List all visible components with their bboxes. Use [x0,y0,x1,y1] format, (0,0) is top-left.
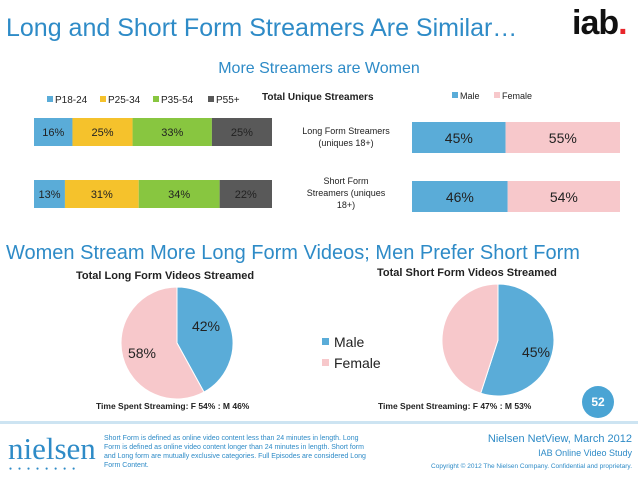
age-bar-label: 25% [91,127,113,139]
iab-logo-dot: . [618,4,628,42]
age-legend-label: P35-54 [161,95,194,106]
age-legend-swatch [100,96,106,102]
gender-category-label: 18+) [337,200,355,210]
pie-legend: Male Female [322,334,381,371]
age-bar-label: 31% [91,189,113,201]
long-form-pie-chart: Total Long Form Videos Streamed 42% 58% Tim… [76,270,254,411]
pie-legend-swatch [322,359,329,366]
nielsen-logo: nielsen [8,431,96,466]
age-bar-segment [34,180,65,208]
pie-title: Total Long Form Videos Streamed [76,270,254,282]
pie-slice [176,286,234,393]
age-bar-segment [219,180,272,208]
gender-bar-label: 55% [549,130,577,146]
page-title: Long and Short Form Streamers Are Simila… [6,14,518,42]
age-bar-label: 25% [231,127,253,139]
footer-band [0,421,638,482]
copyright: Copyright © 2012 The Nielsen Company. Co… [431,463,632,470]
definition-note: Short Form is defined as online video co… [104,435,366,469]
gender-chart-title: Total Unique Streamers [262,92,374,103]
gender-bar-label: 54% [550,189,578,205]
pie-legend-label: Female [334,355,381,371]
gender-bar-segment [412,181,508,212]
pie-slice-label: 45% [522,344,550,360]
gender-category-label: Streamers (uniques [307,188,386,198]
gender-legend-label: Male [460,91,480,101]
age-bar-segment [132,118,212,146]
pie-title: Total Short Form Videos Streamed [377,267,557,279]
nielsen-logo-dots: ●●●●●●●● [9,466,82,472]
age-legend-swatch [47,96,53,102]
pie-slice-label: 58% [128,345,156,361]
age-bar-label: 13% [38,189,60,201]
page-number: 52 [582,386,614,418]
age-stacked-bar-chart: P18-24 P25-34 P35-54 P55+ 16% 25% 33% 25% 13% 31%… [34,95,272,208]
age-bar-label: 33% [161,127,183,139]
age-bar-label: 34% [168,189,190,201]
pie-slice [120,286,205,400]
age-legend-label: P18-24 [55,95,88,106]
age-legend-swatch [153,96,159,102]
gender-category-label: Short Form [323,176,368,186]
gender-legend-swatch [452,92,458,98]
source-line-1: Nielsen NetView, March 2012 [487,433,632,445]
pie-slice-label: 42% [192,318,220,334]
age-legend-swatch [208,96,214,102]
pie-legend-label: Male [334,334,365,350]
gender-legend-swatch [494,92,500,98]
age-bar-segment [211,118,272,146]
gender-bar-segment [507,181,620,212]
gender-bar-segment [412,122,506,153]
age-bar-segment [72,118,133,146]
gender-stacked-bar-chart: Total Unique Streamers Male Female Long For… [262,91,620,212]
gender-legend-label: Female [502,91,532,101]
pie-slice [441,283,499,394]
gender-bar-label: 45% [445,130,473,146]
gender-category-label: Long Form Streamers [302,126,390,136]
section-title: Women Stream More Long Form Videos; Men … [6,242,580,264]
age-bar-label: 16% [42,127,64,139]
gender-bar-label: 46% [446,189,474,205]
age-bar-segment [138,180,220,208]
age-bar-segment [64,180,139,208]
age-legend-label: P55+ [216,95,240,106]
pie-note: Time Spent Streaming: F 47% : M 53% [378,401,532,411]
pie-note: Time Spent Streaming: F 54% : M 46% [96,401,250,411]
source-line-2: IAB Online Video Study [538,448,632,458]
iab-logo: iab. [572,4,628,43]
subtitle: More Streamers are Women [218,60,420,77]
short-form-pie-chart: Total Short Form Videos Streamed55%45%Ti… [377,267,557,411]
age-legend-label: P25-34 [108,95,141,106]
gender-bar-segment [505,122,620,153]
iab-logo-text: iab [572,4,619,42]
age-bar-label: 22% [235,189,257,201]
gender-category-label: (uniques 18+) [318,138,373,148]
age-bar-segment [34,118,73,146]
pie-legend-swatch [322,338,329,345]
pie-slice [480,283,555,397]
